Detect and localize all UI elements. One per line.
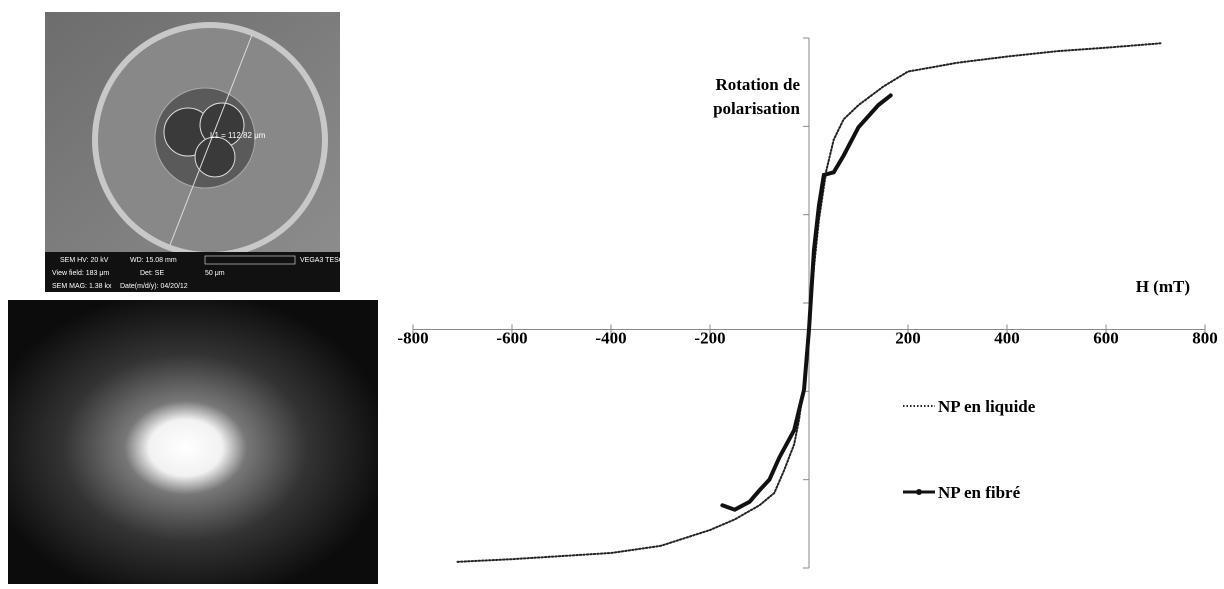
x-tick-label: 400 <box>994 329 1020 348</box>
x-tick-label: -600 <box>496 329 527 348</box>
y-axis-label: polarisation <box>713 99 800 118</box>
sem-label: SEM MAG: 1.38 kx <box>52 283 112 290</box>
sem-label: SEM HV: 20 kV <box>60 257 109 264</box>
sem-label: Date(m/d/y): 04/20/12 <box>120 283 188 290</box>
x-tick-label: -200 <box>694 329 725 348</box>
x-tick-label: 600 <box>1093 329 1119 348</box>
legend-label: NP en fibré <box>938 483 1021 502</box>
sem-label: View field: 183 μm <box>52 270 109 277</box>
x-tick-label: -800 <box>397 329 428 348</box>
x-axis-label: H (mT) <box>1136 277 1190 296</box>
sem-image: L1 = 112.82 μm SEM HV: 20 kV WD: 15.08 m… <box>45 12 354 292</box>
sem-label: 50 μm <box>205 270 225 277</box>
measure-label: L1 = 112.82 μm <box>210 131 266 140</box>
legend-marker <box>916 489 922 495</box>
optical-image <box>8 300 378 584</box>
x-tick-label: 200 <box>895 329 921 348</box>
legend-label: NP en liquide <box>938 397 1036 416</box>
y-axis-label: Rotation de <box>715 75 800 94</box>
sem-label: VEGA3 TESCAN <box>300 257 354 264</box>
sem-label: Det: SE <box>140 270 164 277</box>
x-tick-label: 800 <box>1192 329 1218 348</box>
series-line <box>720 93 893 512</box>
x-tick-label: -400 <box>595 329 626 348</box>
sem-label: WD: 15.08 mm <box>130 257 177 264</box>
